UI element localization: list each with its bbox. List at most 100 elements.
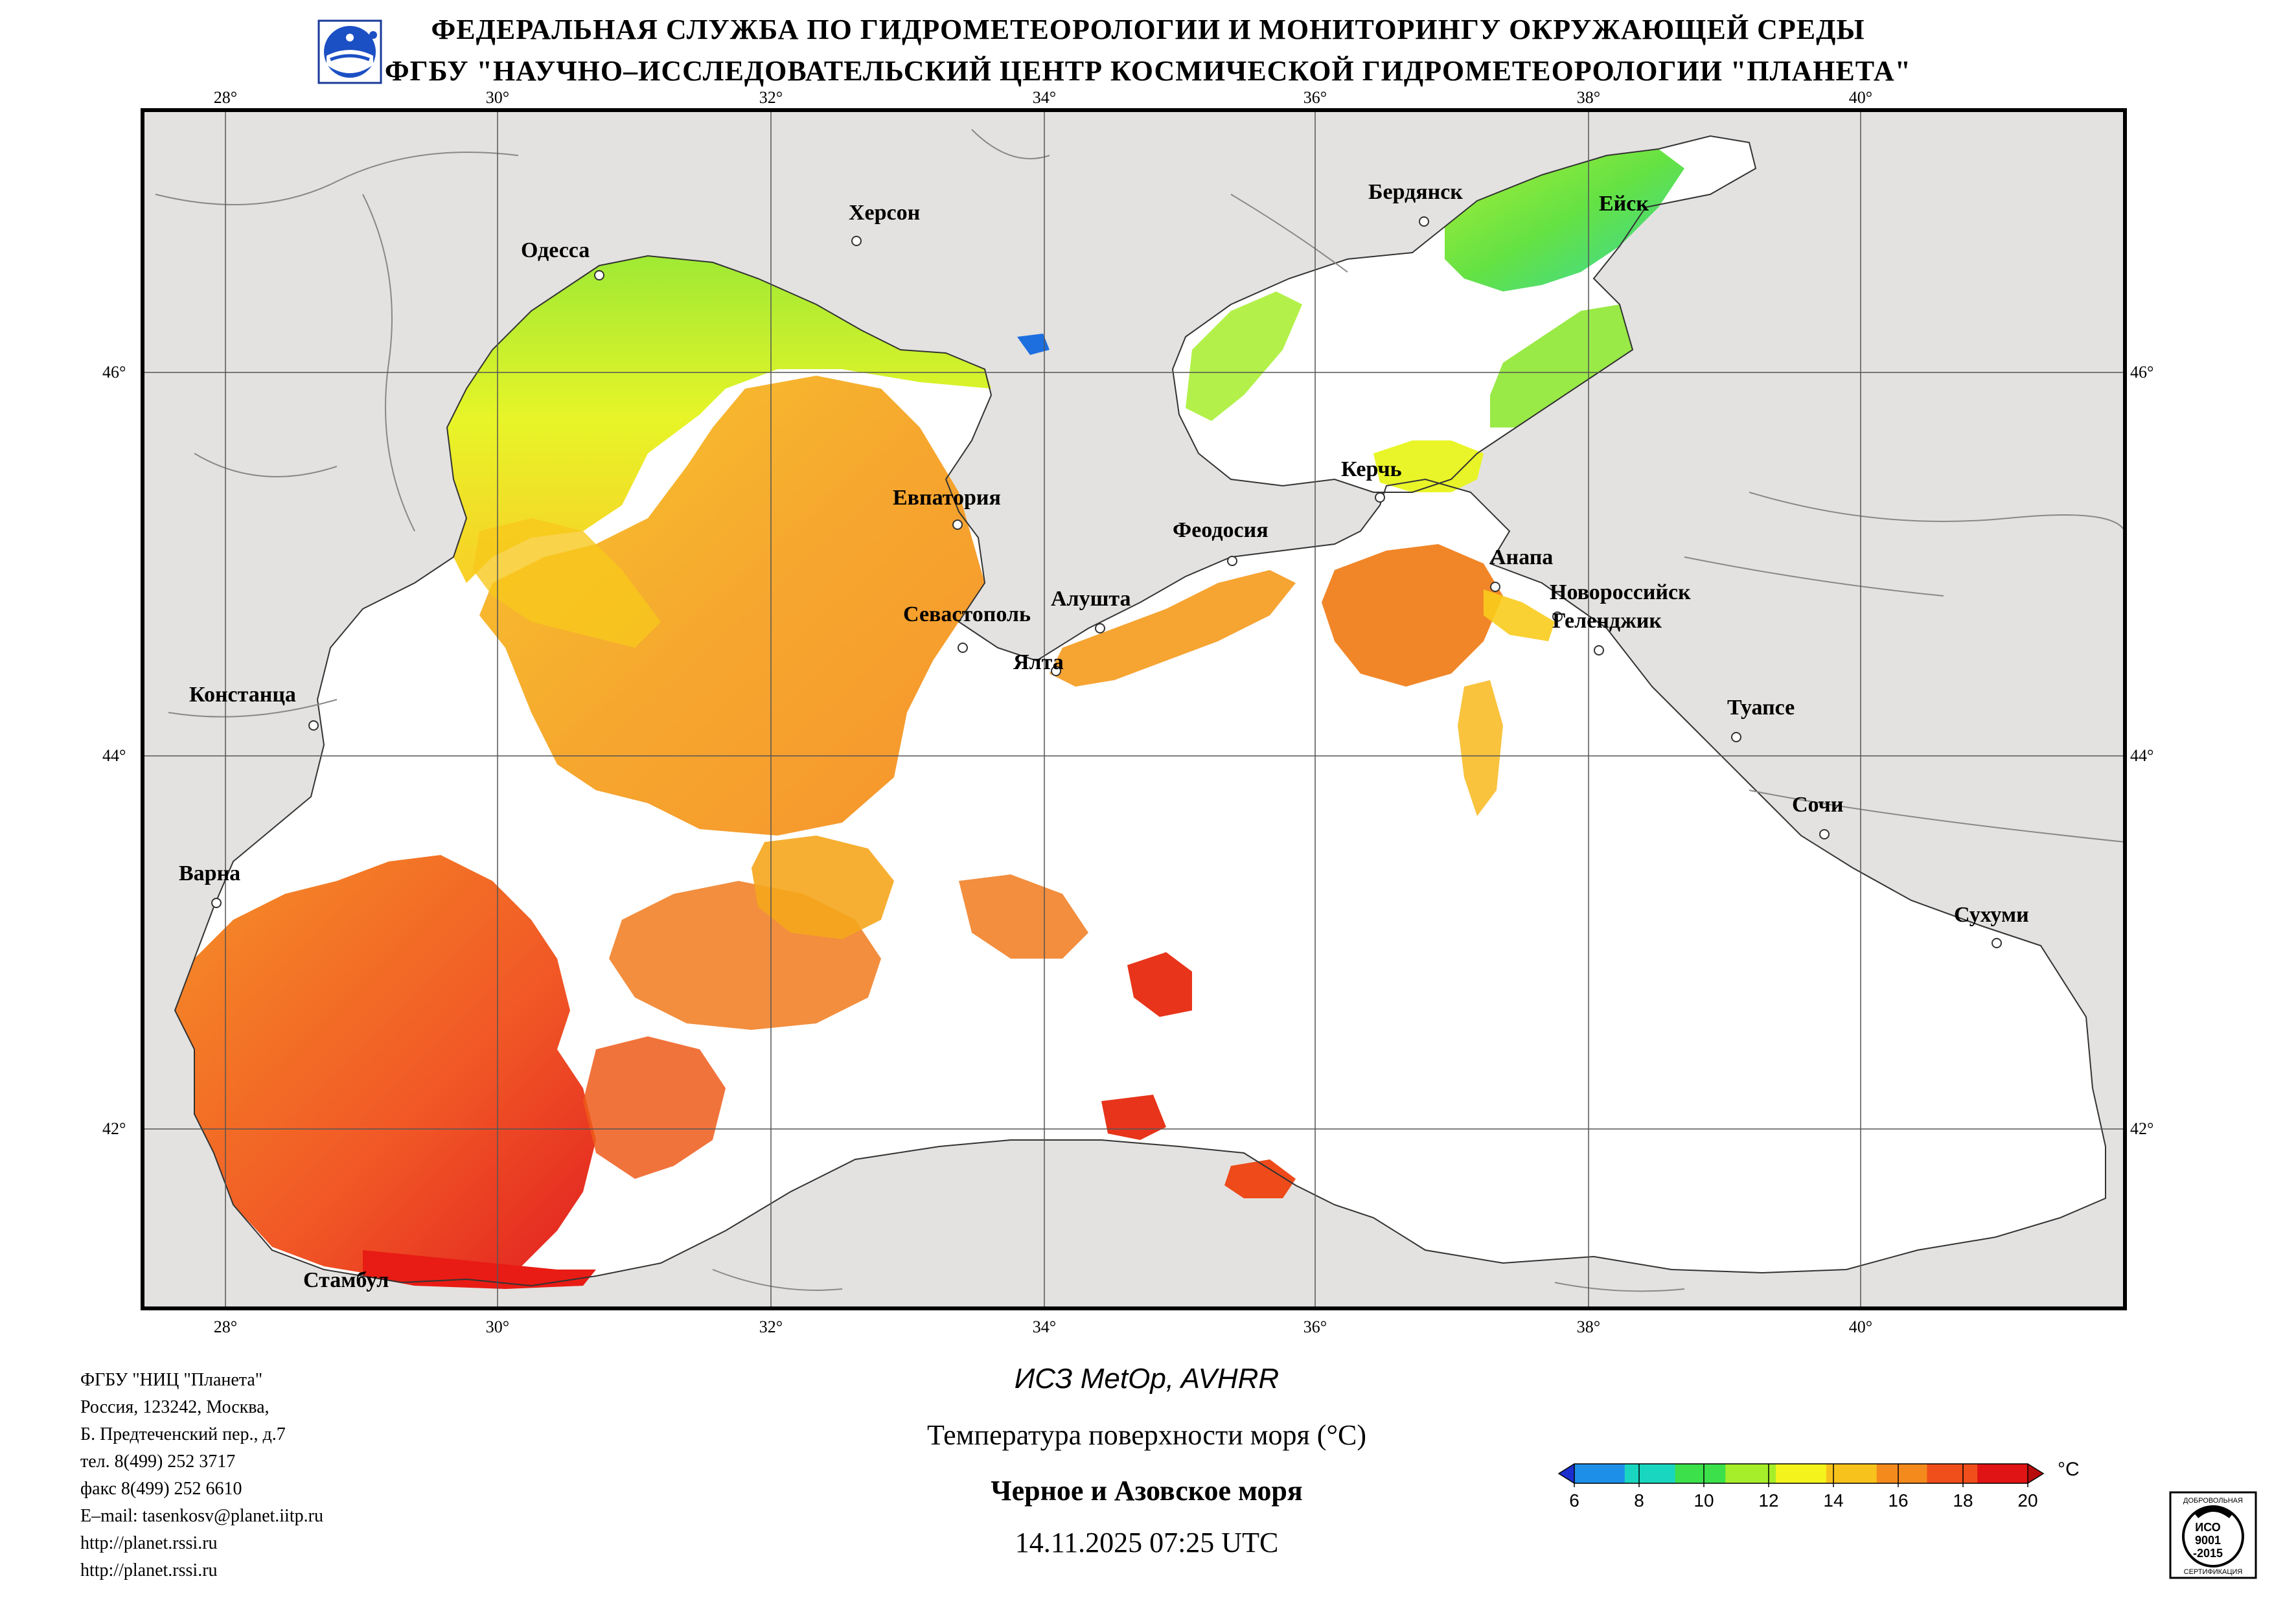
graticule xyxy=(143,110,2125,1308)
legend-tick-label: 16 xyxy=(1888,1490,1908,1510)
sst-sivash-blue xyxy=(1017,334,1050,355)
sst-nw-shelf xyxy=(447,256,991,583)
contact-info: ФГБУ "НИЦ "Планета" Россия, 123242, Моск… xyxy=(80,1367,323,1584)
product-caption: Температура поверхности моря (°C) xyxy=(926,1419,1367,1451)
sst-turkey-coast xyxy=(1224,1159,1296,1198)
header-line-2: ФГБУ "НАУЧНО–ИССЛЕДОВАТЕЛЬСКИЙ ЦЕНТР КОС… xyxy=(384,55,1912,87)
sst-central-east xyxy=(959,874,1088,959)
legend-tick-label: 20 xyxy=(2017,1490,2038,1510)
lon-label: 32° xyxy=(759,88,783,107)
city-label-kerch: Керчь xyxy=(1341,457,1402,481)
legend-tick-label: 18 xyxy=(1953,1490,1973,1510)
lon-label: 34° xyxy=(1032,1317,1057,1336)
org-name: ФГБУ "НИЦ "Планета" xyxy=(80,1370,263,1390)
phone: тел. 8(499) 252 3717 xyxy=(80,1452,236,1472)
lon-label: 36° xyxy=(1303,88,1327,107)
lon-label: 32° xyxy=(759,1317,783,1336)
legend-arrow-high xyxy=(2028,1464,2043,1483)
sst-southwest xyxy=(175,855,596,1279)
city-label-sochi: Сочи xyxy=(1792,793,1844,817)
sst-bosporus-strip xyxy=(363,1250,596,1289)
website-link-2[interactable]: http://planet.rssi.ru xyxy=(80,1560,218,1580)
badge-top: ДОБРОВОЛЬНАЯ xyxy=(2183,1497,2243,1505)
lon-label: 38° xyxy=(1576,88,1601,107)
lat-label: 46° xyxy=(102,363,126,382)
sst-east-streak xyxy=(1458,680,1503,816)
city-label-anapa: Анапа xyxy=(1490,545,1554,569)
badge-line-1: ИСО xyxy=(2195,1521,2221,1534)
sst-anapa-strip xyxy=(1484,589,1555,641)
legend-unit: °C xyxy=(2058,1459,2080,1480)
sst-azov-east xyxy=(1490,304,1633,427)
city-label-tuapse: Туапсе xyxy=(1727,696,1795,720)
legend-swatch xyxy=(1725,1464,1776,1483)
city-label-odessa: Одесса xyxy=(521,238,590,262)
fax: факс 8(499) 252 6610 xyxy=(80,1479,242,1499)
badge-line-2: 9001 xyxy=(2195,1534,2221,1547)
iso-badge: ДОБРОВОЛЬНАЯ ИСО 9001 -2015 СЕРТИФИКАЦИЯ xyxy=(2168,1490,2258,1580)
lon-label: 40° xyxy=(1848,88,1873,107)
legend-swatch xyxy=(1927,1464,1978,1483)
lat-label: 46° xyxy=(2130,363,2154,382)
legend-swatch xyxy=(1977,1464,2028,1483)
legend-arrow-low xyxy=(1559,1464,1574,1483)
legend-tick-label: 10 xyxy=(1693,1490,1714,1510)
coastline xyxy=(174,255,2106,1287)
legend-ticks: 6 8 10 12 14 16 18 20 xyxy=(1569,1464,2038,1510)
legend-swatch xyxy=(1574,1464,1625,1483)
header-line-1: ФЕДЕРАЛЬНАЯ СЛУЖБА ПО ГИДРОМЕТЕОРОЛОГИИ … xyxy=(431,14,1865,45)
legend-swatch xyxy=(1624,1464,1676,1483)
legend-swatch xyxy=(1675,1464,1726,1483)
lon-label: 30° xyxy=(485,1317,510,1336)
website-link-1[interactable]: http://planet.rssi.ru xyxy=(80,1533,218,1553)
badge-bottom: СЕРТИФИКАЦИЯ xyxy=(2184,1568,2243,1576)
sst-azov-north xyxy=(1445,149,1684,291)
lon-label: 28° xyxy=(213,1317,238,1336)
legend-tick-label: 12 xyxy=(1758,1490,1778,1510)
legend-tick-label: 8 xyxy=(1634,1490,1644,1510)
header-logo xyxy=(317,19,382,84)
legend-swatch xyxy=(1876,1464,1927,1483)
sst-crimea-south xyxy=(1050,570,1296,687)
planeta-logo-icon xyxy=(317,19,382,84)
map-frame xyxy=(141,108,2127,1310)
sst-south-patches xyxy=(583,1036,726,1179)
azov-coastline xyxy=(1171,135,1757,493)
city-label-feodosia: Феодосия xyxy=(1173,518,1269,542)
lon-label: 34° xyxy=(1032,88,1057,107)
city-label-sukhumi: Сухуми xyxy=(1954,903,2029,927)
city-label-alushta: Алушта xyxy=(1051,587,1131,611)
lon-label: 30° xyxy=(485,88,510,107)
city-label-kherson: Херсон xyxy=(849,201,921,225)
color-legend: 6 8 10 12 14 16 18 20 °C xyxy=(1557,1459,2080,1510)
sst-kerch-east xyxy=(1322,544,1503,687)
city-markers xyxy=(211,216,2002,948)
legend-swatch xyxy=(1826,1464,1877,1483)
city-label-novorossiysk: Новороссийск xyxy=(1550,580,1691,604)
borders xyxy=(155,129,2127,1292)
sst-azov-south xyxy=(1373,440,1484,492)
city-label-sevastopol: Севастополь xyxy=(903,602,1031,626)
sst-west-central xyxy=(479,376,985,836)
region-caption: Черное и Азовское моря xyxy=(991,1475,1303,1507)
lon-label: 38° xyxy=(1576,1317,1601,1336)
lon-label: 28° xyxy=(213,88,238,107)
legend-colorbar xyxy=(1557,1463,2045,1484)
city-label-constanta: Констанца xyxy=(189,683,296,707)
lat-label: 42° xyxy=(2130,1119,2154,1138)
email-link[interactable]: E–mail: tasenkosv@planet.iitp.ru xyxy=(80,1506,323,1526)
lon-label: 40° xyxy=(1848,1317,1873,1336)
city-label-yevpatoria: Евпатория xyxy=(893,486,1001,510)
sst-red-spot xyxy=(1127,952,1192,1017)
sst-west-lobe xyxy=(473,518,661,648)
legend-tick-label: 14 xyxy=(1823,1490,1843,1510)
legend-tick-label: 6 xyxy=(1569,1490,1579,1510)
city-label-yalta: Ялта xyxy=(1013,650,1064,674)
sst-central-blob xyxy=(752,836,894,939)
city-label-berdyansk: Бердянск xyxy=(1368,180,1463,204)
city-label-gelendzhik: Геленджик xyxy=(1552,609,1662,633)
address-line-2: Б. Предтеченский пер., д.7 xyxy=(80,1424,286,1444)
city-label-istanbul: Стамбул xyxy=(303,1268,389,1292)
lat-label: 44° xyxy=(102,746,126,765)
